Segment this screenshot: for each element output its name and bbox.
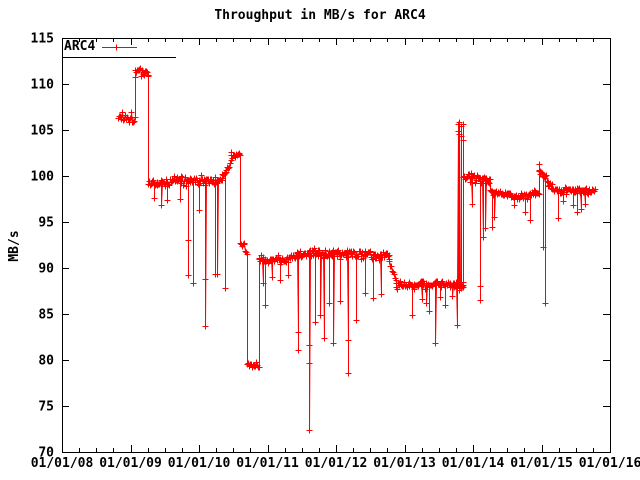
series-line-arc4	[118, 67, 596, 431]
x-tick-label: 01/01/10	[168, 456, 231, 471]
y-tick-label: 100	[31, 170, 55, 185]
x-tick-label: 01/01/08	[31, 456, 94, 471]
chart-title: Throughput in MB/s for ARC4	[214, 8, 426, 23]
plot-border	[62, 38, 611, 453]
axis-ticks	[62, 38, 611, 453]
x-tick-label: 01/01/09	[99, 456, 162, 471]
y-axis-label: MB/s	[7, 230, 22, 262]
legend-sample-marker	[102, 44, 137, 51]
series-markers-arc4	[115, 65, 599, 434]
y-tick-label: 90	[38, 262, 54, 277]
y-tick-label: 70	[38, 446, 54, 461]
x-tick-label: 01/01/12	[305, 456, 368, 471]
x-tick-label: 01/01/13	[373, 456, 436, 471]
y-tick-label: 110	[31, 78, 55, 93]
y-tick-label: 80	[38, 354, 54, 369]
y-tick-label: 75	[38, 400, 54, 415]
x-tick-label: 01/01/15	[510, 456, 573, 471]
y-tick-label: 85	[38, 308, 54, 323]
y-tick-label: 95	[38, 216, 54, 231]
x-tick-label: 01/01/11	[236, 456, 299, 471]
y-tick-label: 115	[31, 32, 54, 47]
x-tick-label: 01/01/16	[579, 456, 640, 471]
x-tick-label: 01/01/14	[442, 456, 505, 471]
legend-series-label: ARC4	[64, 39, 96, 54]
y-tick-label: 105	[31, 124, 54, 139]
